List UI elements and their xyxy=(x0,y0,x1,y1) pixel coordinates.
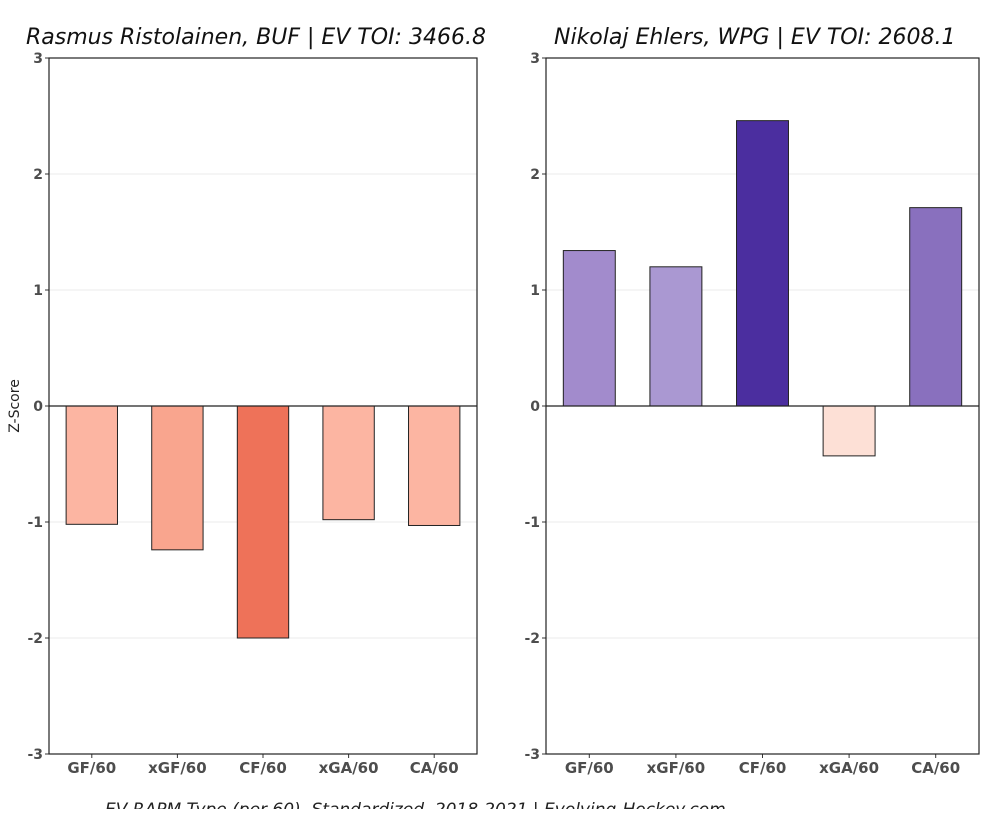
y-tick-label: 2 xyxy=(33,167,43,183)
x-tick-label: CA/60 xyxy=(410,759,459,777)
bar-gf-60 xyxy=(65,405,118,525)
bar-xgf-60 xyxy=(151,405,204,551)
x-tick-label: xGF/60 xyxy=(647,759,706,777)
panel-title: Rasmus Ristolainen, BUF | EV TOI: 3466.8 xyxy=(26,25,486,50)
bar-xga-60 xyxy=(822,405,876,457)
y-tick-label: -3 xyxy=(524,747,540,763)
chart-panel-2: Nikolaj Ehlers, WPG | EV TOI: 2608.1 -3 -2… xyxy=(524,25,980,777)
y-tick-label: -1 xyxy=(524,515,540,531)
y-tick-label: -2 xyxy=(27,631,43,647)
y-tick-label: -2 xyxy=(524,631,540,647)
bar-xgf-60 xyxy=(649,266,703,407)
y-tick-label: 2 xyxy=(530,167,540,183)
panel-title: Nikolaj Ehlers, WPG | EV TOI: 2608.1 xyxy=(554,25,956,50)
x-tick-label: CF/60 xyxy=(239,759,287,777)
bar-gf-60 xyxy=(562,250,616,407)
x-tick-label: xGF/60 xyxy=(148,759,207,777)
bar-ca-60 xyxy=(408,405,461,526)
x-tick-label: GF/60 xyxy=(67,759,116,777)
chart-panel-1: Rasmus Ristolainen, BUF | EV TOI: 3466.8… xyxy=(26,25,486,777)
y-axis-label: Z-Score xyxy=(7,379,23,433)
panel-border xyxy=(545,57,980,755)
bar-cf-60 xyxy=(736,120,789,407)
y-tick-label: -3 xyxy=(27,747,43,763)
x-tick-label: CF/60 xyxy=(739,759,787,777)
y-tick-label: -1 xyxy=(27,515,43,531)
x-tick-label: CA/60 xyxy=(911,759,960,777)
bar-xga-60 xyxy=(322,405,375,521)
y-tick-label: 1 xyxy=(33,283,43,299)
bar-ca-60 xyxy=(909,207,963,407)
bar-cf-60 xyxy=(236,405,290,639)
x-tick-label: xGA/60 xyxy=(819,759,879,777)
y-tick-label: 0 xyxy=(33,399,43,415)
panel-border xyxy=(48,57,478,755)
x-tick-label: xGA/60 xyxy=(319,759,379,777)
y-tick-label: 3 xyxy=(33,51,43,67)
x-tick-label: GF/60 xyxy=(565,759,614,777)
chart-caption: EV RAPM Type (per 60), Standardized, 201… xyxy=(105,800,726,809)
y-tick-label: 1 xyxy=(530,283,540,299)
y-tick-label: 3 xyxy=(530,51,540,67)
y-tick-label: 0 xyxy=(530,399,540,415)
